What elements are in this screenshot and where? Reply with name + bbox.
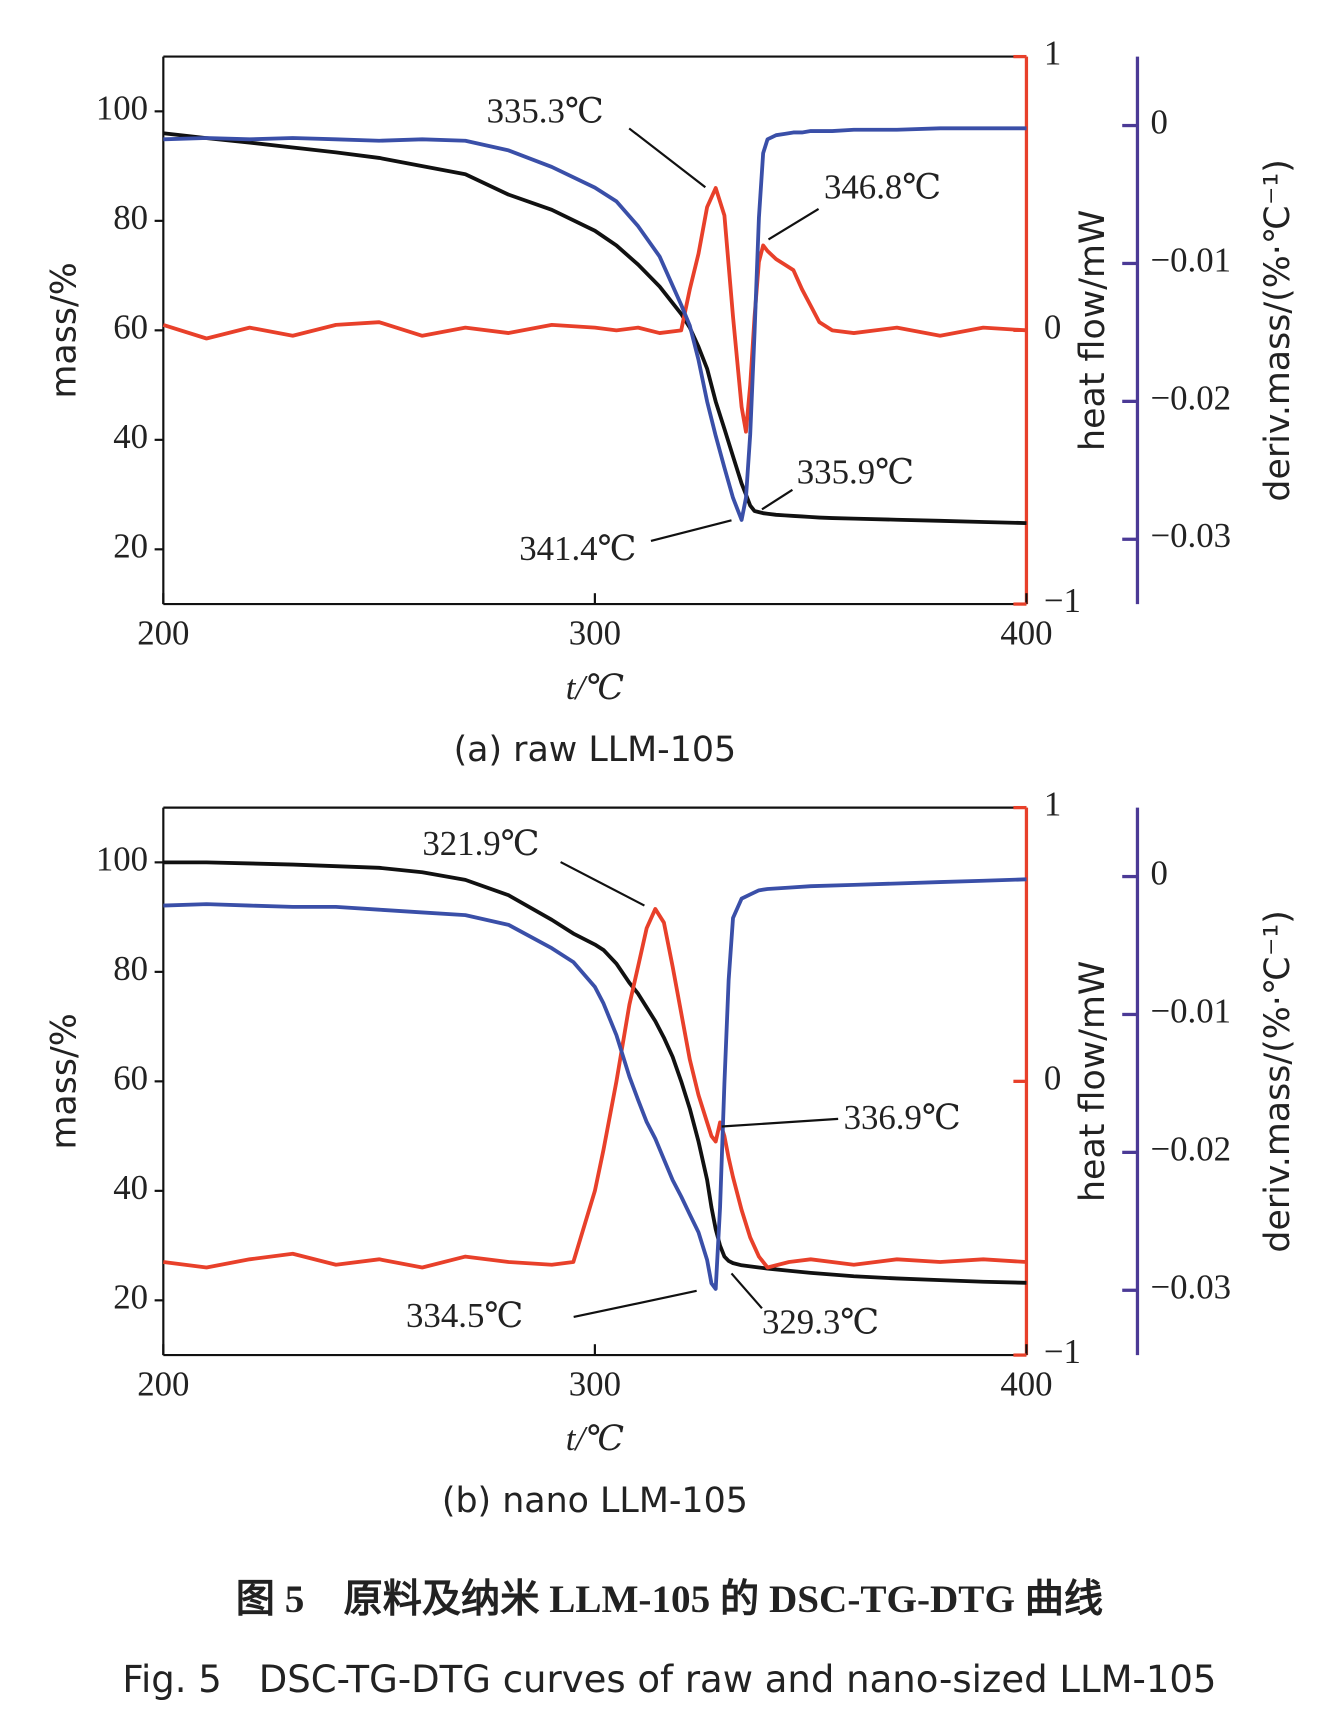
- data-line: [163, 860, 1027, 1285]
- x-axis-label: t/℃: [566, 1419, 624, 1458]
- annotation: 321.9℃: [422, 824, 539, 863]
- annotation-leader: [573, 1289, 697, 1319]
- annotation: 329.3℃: [762, 1303, 879, 1342]
- y-tick-label: 60: [113, 307, 148, 346]
- y2-axis-label: heat flow/mW: [1073, 961, 1113, 1202]
- y3-tick-label: −0.02: [1151, 1129, 1232, 1168]
- annotation-leader: [628, 127, 707, 189]
- y2-tick-label: 1: [1044, 34, 1061, 73]
- y-tick-label: 20: [113, 526, 148, 565]
- annotation-leader: [767, 208, 820, 241]
- y-tick-label: 40: [113, 1168, 148, 1207]
- annotation: 341.4℃: [519, 529, 636, 568]
- y2-tick-label: −1: [1044, 581, 1081, 620]
- y3-tick-label: −0.03: [1151, 516, 1232, 555]
- y2-tick-label: −1: [1044, 1332, 1081, 1371]
- y-tick-label: 80: [113, 198, 148, 237]
- annotation-leader: [560, 861, 645, 907]
- subtitle: (a) raw LLM-105: [454, 730, 737, 770]
- annotation-leader: [721, 1117, 839, 1128]
- y3-axis-label: deriv.mass/(%·℃⁻¹): [1258, 910, 1298, 1252]
- y-tick-label: 100: [96, 88, 148, 127]
- y2-axis-label: heat flow/mW: [1073, 210, 1113, 451]
- subtitle: (b) nano LLM-105: [442, 1481, 748, 1521]
- y3-tick-label: 0: [1151, 854, 1168, 893]
- annotation: 335.9℃: [797, 453, 914, 492]
- annotation: 336.9℃: [844, 1098, 961, 1137]
- y3-tick-label: −0.01: [1151, 240, 1232, 279]
- y-tick-label: 20: [113, 1277, 148, 1316]
- x-tick-label: 300: [569, 1365, 621, 1404]
- y2-tick-label: 0: [1044, 307, 1061, 346]
- data-line: [163, 907, 1027, 1270]
- annotation-leader: [761, 488, 794, 511]
- caption-cn: 图 5 原料及纳米 LLM-105 的 DSC-TG-DTG 曲线: [236, 1578, 1103, 1621]
- data-line: [163, 877, 1027, 1291]
- y2-tick-label: 0: [1044, 1058, 1061, 1097]
- annotation: 334.5℃: [406, 1296, 523, 1335]
- y3-tick-label: −0.03: [1151, 1267, 1232, 1306]
- y-axis-label: mass/%: [44, 1013, 84, 1149]
- x-axis-label: t/℃: [566, 668, 624, 707]
- annotation-leader: [650, 519, 732, 543]
- y3-tick-label: −0.01: [1151, 991, 1232, 1030]
- x-tick-label: 200: [137, 614, 189, 653]
- data-line: [162, 186, 1027, 434]
- annotation-leader: [730, 1272, 763, 1310]
- caption-en: Fig. 5 DSC-TG-DTG curves of raw and nano…: [122, 1658, 1216, 1701]
- y-tick-label: 60: [113, 1058, 148, 1097]
- data-line: [163, 126, 1027, 522]
- annotation: 335.3℃: [487, 91, 604, 130]
- y2-tick-label: 1: [1044, 785, 1061, 824]
- y-tick-label: 40: [113, 417, 148, 456]
- data-line: [163, 131, 1027, 525]
- y3-tick-label: 0: [1151, 103, 1168, 142]
- annotation: 346.8℃: [824, 167, 941, 206]
- x-tick-label: 200: [137, 1365, 189, 1404]
- y-tick-label: 100: [96, 839, 148, 878]
- x-tick-label: 300: [569, 614, 621, 653]
- y3-axis-label: deriv.mass/(%·℃⁻¹): [1258, 159, 1298, 501]
- y3-tick-label: −0.02: [1151, 378, 1232, 417]
- y-axis-label: mass/%: [44, 262, 84, 398]
- x-tick-label: 400: [1000, 614, 1052, 653]
- x-tick-label: 400: [1000, 1365, 1052, 1404]
- y-tick-label: 80: [113, 949, 148, 988]
